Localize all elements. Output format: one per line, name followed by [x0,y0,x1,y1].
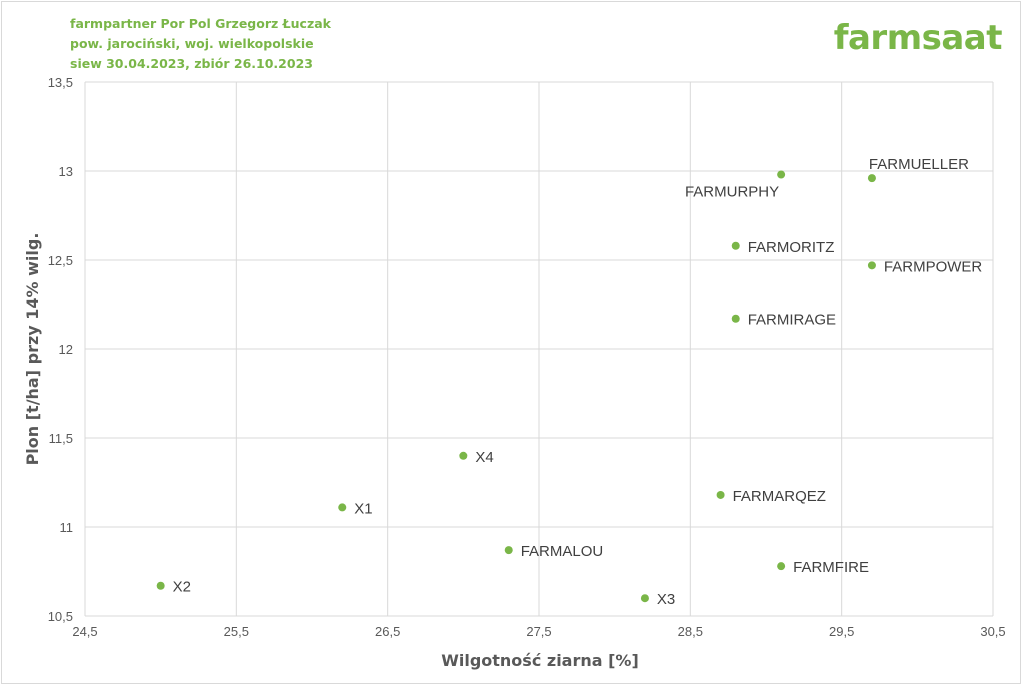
x-tick-labels: 24,5 25,5 26,5 27,5 28,5 29,5 30,5 [72,624,1005,639]
y-tick-label: 12,5 [48,253,73,268]
data-point-label: X4 [475,449,493,466]
x-tick-label: 26,5 [375,624,400,639]
data-point-label: FARMIRAGE [748,312,836,329]
x-tick-label: 29,5 [829,624,854,639]
x-axis-title: Wilgotność ziarna [%] [441,651,639,670]
x-tick-label: 27,5 [526,624,551,639]
data-point-label: FARMARQEZ [733,488,826,505]
header-line-3: siew 30.04.2023, zbiór 26.10.2023 [70,56,313,71]
data-point [867,174,876,183]
data-point-label: FARMPOWER [884,258,983,275]
chart-header: farmpartner Por Pol Grzegorz Łuczak pow.… [70,14,331,74]
x-tick-label: 24,5 [72,624,97,639]
y-axis-title: Plon [t/ha] przy 14% wilg. [23,233,42,466]
header-line-2: pow. jarociński, woj. wielkopolskie [70,36,314,51]
data-points: FARMUELLER FARMURPHY FARMORITZ FARMPOWER FAR… [156,156,983,608]
header-line-1: farmpartner Por Pol Grzegorz Łuczak [70,16,331,31]
grid-lines [84,81,994,617]
data-point [777,170,786,179]
data-point-label: FARMALOU [521,543,604,560]
y-tick-label: 13,5 [48,75,73,90]
y-tick-label: 11 [60,520,74,535]
data-point [459,451,468,460]
data-point [777,562,786,571]
data-point [716,490,725,499]
x-tick-label: 25,5 [224,624,249,639]
data-point-label: X3 [657,591,675,608]
data-point [338,503,347,512]
data-point-label: FARMUELLER [869,156,969,173]
y-tick-label: 12 [59,342,73,357]
data-point [731,314,740,323]
x-tick-label: 30,5 [980,624,1005,639]
y-tick-label: 10,5 [48,609,73,624]
y-tick-labels: 10,5 11 11,5 12 12,5 13 13,5 [48,75,73,624]
data-point-label: FARMORITZ [748,239,835,256]
data-point [731,241,740,250]
data-point-label: FARMFIRE [793,559,869,576]
data-point [156,581,165,590]
x-tick-label: 28,5 [678,624,703,639]
data-point-label: FARMURPHY [685,184,779,201]
data-point-label: X2 [173,579,191,596]
data-point [504,546,513,555]
data-point [640,594,649,603]
data-point-label: X1 [354,500,372,517]
farmsaat-logo: farmsaat [833,18,1003,58]
y-tick-label: 11,5 [49,431,73,446]
data-point [867,261,876,270]
y-tick-label: 13 [59,164,73,179]
